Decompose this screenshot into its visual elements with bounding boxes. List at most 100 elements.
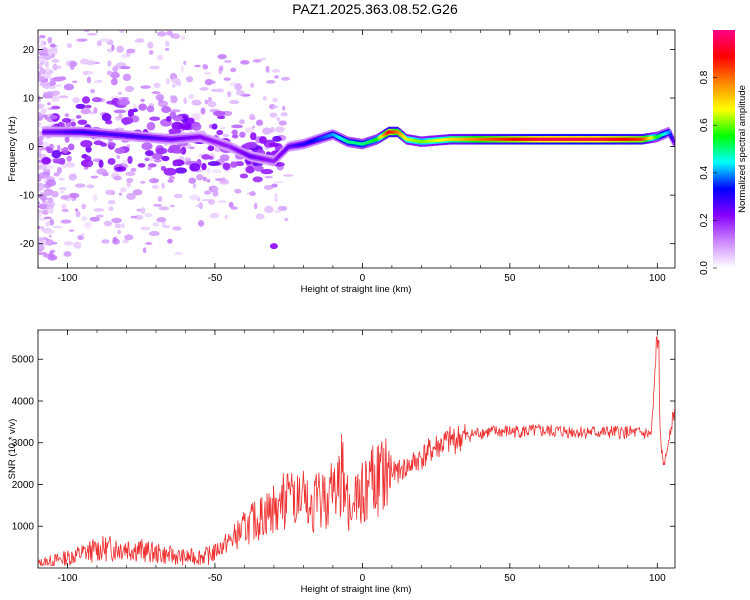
noise-blob xyxy=(191,113,202,121)
noise-blob xyxy=(260,57,267,61)
noise-blob xyxy=(125,17,131,23)
noise-blob xyxy=(210,80,216,84)
noise-blob xyxy=(152,222,160,227)
noise-blob xyxy=(249,191,256,197)
noise-blob xyxy=(227,91,232,98)
signal-blob xyxy=(269,142,280,147)
colorbar-tick-label: 0.2 xyxy=(699,213,710,227)
noise-blob xyxy=(111,44,115,51)
y-tick-label: 5000 xyxy=(12,355,35,366)
signal-blob xyxy=(98,159,104,168)
noise-blob xyxy=(280,112,288,117)
noise-blob xyxy=(58,187,67,191)
noise-blob xyxy=(191,99,202,106)
spectrogram-cells xyxy=(38,17,675,261)
noise-blob xyxy=(144,213,153,218)
spectrogram-frame xyxy=(37,29,676,269)
noise-blob xyxy=(68,229,75,232)
y-tick-label: 0 xyxy=(28,142,34,153)
signal-blob xyxy=(161,155,170,162)
signal-blob xyxy=(107,158,116,165)
noise-blob xyxy=(54,172,60,177)
isolated-blob xyxy=(269,243,278,250)
noise-blob xyxy=(81,215,88,222)
noise-blob xyxy=(220,177,227,182)
signal-blob xyxy=(260,168,274,175)
noise-blob xyxy=(147,41,154,49)
noise-blob xyxy=(207,101,217,108)
noise-blob xyxy=(69,192,80,199)
noise-blob xyxy=(38,49,44,54)
noise-blob xyxy=(178,156,185,161)
colorbar-tick-label: 0.8 xyxy=(699,70,710,84)
noise-blob xyxy=(158,97,163,103)
colorbar-gradient xyxy=(713,30,735,268)
noise-blob xyxy=(81,203,87,210)
noise-blob xyxy=(84,221,92,229)
signal-blob xyxy=(222,162,231,171)
noise-blob xyxy=(230,67,237,73)
noise-blob xyxy=(126,177,134,183)
noise-blob xyxy=(66,155,72,162)
noise-blob xyxy=(208,199,216,205)
noise-blob xyxy=(161,221,166,226)
snr-panel: -100 -50 0 50 100 1000 2000 3000 4000 5000 Height… xyxy=(7,329,676,595)
signal-blob xyxy=(174,167,187,174)
signal-blob xyxy=(146,105,155,113)
signal-blob xyxy=(116,99,130,106)
noise-blob xyxy=(121,53,128,59)
noise-blob xyxy=(47,36,53,44)
noise-blob xyxy=(38,63,43,69)
noise-blob xyxy=(211,187,219,192)
noise-blob xyxy=(38,212,43,218)
noise-blob xyxy=(156,31,167,37)
noise-blob xyxy=(209,212,220,219)
noise-blob xyxy=(40,192,44,197)
signal-blob xyxy=(231,124,243,129)
chart-title: PAZ1.2025.363.08.52.G26 xyxy=(292,1,458,17)
y-tick-label: -20 xyxy=(20,239,35,250)
noise-blob xyxy=(38,57,45,63)
signal-blob xyxy=(77,119,88,125)
noise-blob xyxy=(96,214,104,218)
noise-blob xyxy=(180,65,184,73)
noise-blob xyxy=(204,99,209,105)
signal-blob xyxy=(239,173,249,179)
noise-blob xyxy=(43,188,53,196)
noise-blob xyxy=(51,58,60,63)
noise-blob xyxy=(255,213,265,220)
noise-blob xyxy=(274,209,281,213)
noise-blob xyxy=(105,189,116,196)
noise-blob xyxy=(271,183,278,188)
ridge-core xyxy=(673,142,675,146)
colorbar-tick-label: 0.6 xyxy=(699,118,710,132)
signal-blob xyxy=(272,135,282,142)
signal-blob xyxy=(101,113,112,122)
signal-blob xyxy=(216,129,224,136)
noise-blob xyxy=(164,143,168,147)
x-tick-label: 0 xyxy=(360,273,366,284)
noise-blob xyxy=(71,80,78,84)
noise-blob xyxy=(189,194,199,201)
noise-blob xyxy=(93,80,100,84)
noise-blob xyxy=(230,206,238,210)
signal-blob xyxy=(109,142,116,147)
noise-blob xyxy=(46,239,54,246)
noise-blob xyxy=(169,204,176,208)
signal-blob xyxy=(207,155,214,160)
noise-blob xyxy=(274,192,279,199)
noise-blob xyxy=(59,190,65,194)
y-tick-label: 4000 xyxy=(12,396,35,407)
noise-blob xyxy=(68,173,77,181)
noise-blob xyxy=(262,127,272,135)
signal-blob xyxy=(67,143,75,151)
signal-blob xyxy=(121,117,134,125)
noise-blob xyxy=(165,78,171,85)
y-tick-label: 2000 xyxy=(12,480,35,491)
noise-blob xyxy=(147,166,152,171)
spectrogram-heatmap xyxy=(38,17,675,261)
signal-blob xyxy=(207,161,221,167)
signal-blob xyxy=(41,157,51,165)
noise-blob xyxy=(38,36,41,44)
